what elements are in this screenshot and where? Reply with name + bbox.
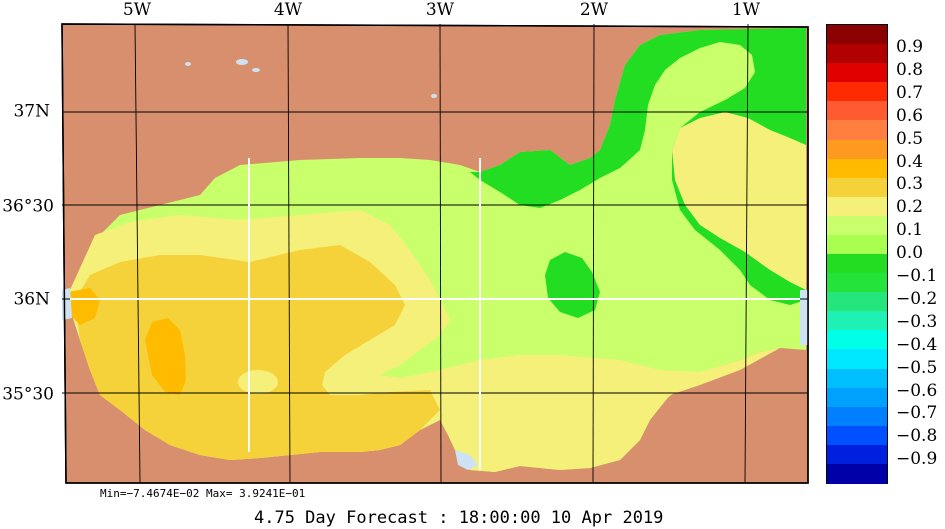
colorbar-tick-label: −0.8 bbox=[896, 426, 938, 447]
latitude-label-36-30: 36°30 bbox=[2, 196, 54, 217]
colorbar-cell bbox=[827, 196, 887, 217]
map-frame bbox=[61, 23, 809, 484]
forecast-caption: 4.75 Day Forecast : 18:00:00 10 Apr 2019 bbox=[254, 508, 664, 528]
colorbar-tick-label: −0.5 bbox=[896, 357, 938, 378]
colorbar-cell bbox=[827, 387, 887, 408]
colorbar-cell bbox=[827, 158, 887, 179]
colorbar-tick-label: 0.9 bbox=[896, 37, 924, 57]
colorbar-tick-label: −0.3 bbox=[896, 311, 938, 332]
colorbar-cell bbox=[827, 139, 887, 160]
colorbar-cell bbox=[827, 330, 887, 350]
colorbar-cell bbox=[827, 82, 887, 102]
colorbar-tick-label: −0.6 bbox=[896, 380, 938, 401]
colorbar-cell bbox=[827, 63, 887, 83]
colorbar-cell bbox=[827, 120, 887, 141]
colorbar-tick-label: −0.1 bbox=[896, 266, 938, 286]
latitude-label-37n: 37N bbox=[13, 101, 50, 122]
longitude-label-2w: 2W bbox=[579, 0, 609, 20]
colorbar-cell bbox=[827, 406, 887, 427]
contour-0.3 bbox=[145, 318, 186, 395]
longitude-label-4w: 4W bbox=[273, 0, 303, 20]
latitude-label-36n: 36N bbox=[13, 289, 50, 310]
colorbar-cell bbox=[827, 215, 887, 236]
colorbar-tick-label: −0.2 bbox=[896, 288, 938, 309]
transect-lines bbox=[70, 158, 800, 470]
colorbar-cell bbox=[827, 425, 887, 446]
colorbar-tick-label: −0.4 bbox=[896, 334, 938, 355]
lagoon-water bbox=[455, 450, 478, 470]
longitude-label-1w: 1W bbox=[731, 0, 761, 20]
colorbar-cell bbox=[827, 177, 887, 198]
latitude-label-35-30: 35°30 bbox=[2, 384, 54, 405]
colorbar-cell bbox=[827, 25, 887, 45]
min-max-stats: Min=−7.4674E−02 Max= 3.9241E−01 bbox=[100, 487, 306, 500]
colorbar-tick-label: 0.2 bbox=[896, 197, 924, 218]
east-water bbox=[800, 290, 808, 345]
contour-neg0.1-center bbox=[545, 252, 600, 318]
contour-0.1-east bbox=[672, 112, 806, 290]
longitude-label-3w: 3W bbox=[425, 0, 455, 20]
lake bbox=[252, 68, 260, 72]
lake bbox=[236, 59, 248, 65]
colorbar bbox=[826, 24, 888, 484]
contour-0.1-patch bbox=[238, 370, 278, 394]
colorbar-tick-label: 0.7 bbox=[896, 82, 924, 103]
lake bbox=[431, 94, 437, 98]
colorbar-tick-label: 0.1 bbox=[896, 220, 924, 241]
longitude-label-5w: 5W bbox=[122, 0, 152, 20]
colorbar-tick-label: −0.7 bbox=[896, 403, 938, 424]
colorbar-cell bbox=[827, 234, 887, 255]
colorbar-tick-label: 0.6 bbox=[896, 105, 924, 126]
colorbar-tick-label: 0.5 bbox=[896, 128, 924, 149]
colorbar-cell bbox=[827, 368, 887, 389]
colorbar-cell bbox=[827, 311, 887, 331]
colorbar-cell bbox=[827, 463, 887, 484]
colorbar-cell bbox=[827, 292, 887, 312]
colorbar-cell bbox=[827, 273, 887, 293]
colorbar-tick-label: 0.8 bbox=[896, 59, 924, 80]
colorbar-tick-label: −0.9 bbox=[896, 449, 938, 470]
colorbar-tick-label: 0.0 bbox=[896, 243, 924, 264]
colorbar-tick-label: 0.3 bbox=[896, 174, 924, 195]
lake bbox=[185, 62, 191, 66]
colorbar-cell bbox=[827, 44, 887, 64]
colorbar-cell bbox=[827, 101, 887, 121]
colorbar-cell bbox=[827, 349, 887, 370]
colorbar-tick-label: 0.4 bbox=[896, 151, 924, 172]
colorbar-cell bbox=[827, 444, 887, 465]
colorbar-cell bbox=[827, 254, 887, 274]
contour-0.3-strait bbox=[68, 288, 100, 325]
